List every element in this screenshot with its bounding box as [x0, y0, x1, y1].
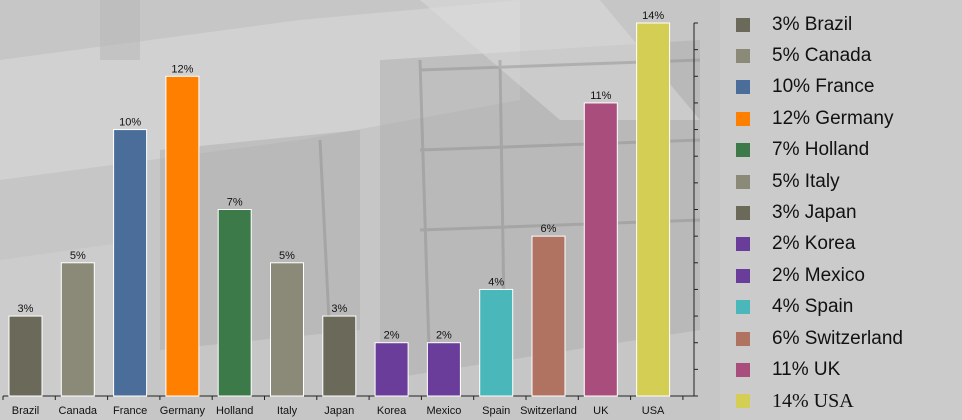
data-label: 10%: [119, 117, 141, 129]
bar-switzerland: [531, 235, 566, 397]
bar-uk: [583, 102, 618, 397]
legend-label: 14% USA: [772, 389, 854, 412]
legend-item: 7% Holland: [736, 135, 962, 166]
legend: 3% Brazil 5% Canada 10% France 12% Germany 7…: [736, 9, 962, 417]
legend-swatch: [736, 111, 750, 126]
legend-label: 3% Japan: [772, 202, 857, 224]
data-label: 12%: [171, 63, 193, 75]
legend-label: 10% France: [772, 76, 875, 98]
x-tick-label: Mexico: [426, 405, 461, 417]
x-tick-label: Switzerland: [520, 405, 577, 417]
legend-swatch: [736, 49, 750, 64]
bar-holland: [217, 209, 252, 397]
legend-item: 14% USA: [736, 386, 962, 417]
x-tick-label: Spain: [482, 405, 510, 417]
bar-usa: [636, 22, 671, 397]
legend-label: 2% Korea: [772, 233, 856, 255]
data-label: 7%: [227, 197, 243, 209]
legend-label: 12% Germany: [772, 107, 894, 129]
legend-label: 3% Brazil: [772, 13, 853, 35]
bar-mexico: [426, 342, 461, 397]
legend-item: 3% Brazil: [736, 9, 962, 40]
legend-swatch: [736, 174, 750, 189]
legend-item: 5% Italy: [736, 166, 962, 197]
x-tick-label: Korea: [377, 405, 407, 417]
data-label: 5%: [279, 250, 295, 262]
x-tick-label: UK: [593, 405, 609, 417]
legend-item: 10% France: [736, 72, 962, 103]
bar-brazil: [8, 315, 43, 397]
data-label: 4%: [488, 276, 504, 288]
legend-item: 2% Mexico: [736, 260, 962, 291]
legend-swatch: [736, 362, 750, 377]
legend-label: 11% UK: [772, 358, 841, 380]
legend-swatch: [736, 17, 750, 32]
legend-item: 12% Germany: [736, 103, 962, 134]
x-tick-label: France: [113, 405, 147, 417]
legend-swatch: [736, 331, 750, 346]
x-tick-label: Holland: [216, 405, 253, 417]
legend-item: 11% UK: [736, 354, 962, 385]
x-tick-label: USA: [642, 405, 665, 417]
legend-item: 5% Canada: [736, 40, 962, 71]
data-label: 6%: [541, 223, 557, 235]
x-tick-label: Japan: [324, 405, 354, 417]
legend-swatch: [736, 394, 750, 409]
legend-label: 7% Holland: [772, 139, 870, 161]
legend-label: 2% Mexico: [772, 264, 865, 286]
data-label: 3%: [18, 303, 34, 315]
bar-italy: [270, 262, 304, 397]
data-label: 5%: [70, 250, 86, 262]
x-tick-label: Germany: [160, 405, 206, 417]
bar-japan: [322, 315, 357, 397]
bar-spain: [479, 288, 514, 397]
legend-swatch: [736, 268, 750, 283]
bar-france: [113, 129, 148, 397]
legend-swatch: [736, 300, 750, 315]
data-label: 3%: [331, 303, 347, 315]
legend-label: 4% Spain: [772, 296, 854, 318]
legend-swatch: [736, 80, 750, 95]
bar-germany: [165, 75, 200, 397]
legend-item: 2% Korea: [736, 229, 962, 260]
legend-label: 5% Canada: [772, 45, 872, 67]
labels: 3% Brazil 5% Canada 10% France 12% Germany 7% Hol…: [12, 10, 665, 417]
data-label: 2%: [384, 330, 400, 342]
legend-swatch: [736, 237, 750, 252]
data-label: 11%: [590, 90, 611, 102]
x-tick-label: Brazil: [12, 405, 40, 417]
legend-label: 5% Italy: [772, 170, 840, 192]
legend-item: 4% Spain: [736, 292, 962, 323]
data-label: 14%: [642, 10, 664, 22]
x-tick-label: Italy: [277, 405, 298, 417]
x-tick-label: Canada: [59, 405, 98, 417]
legend-swatch: [736, 206, 750, 221]
bar-korea: [374, 342, 409, 397]
legend-label: 6% Switzerland: [772, 327, 903, 349]
data-label: 2%: [436, 330, 452, 342]
legend-item: 6% Switzerland: [736, 323, 962, 354]
bar-canada: [60, 262, 95, 397]
legend-item: 3% Japan: [736, 197, 962, 228]
legend-swatch: [736, 143, 750, 158]
bars: [8, 22, 671, 397]
